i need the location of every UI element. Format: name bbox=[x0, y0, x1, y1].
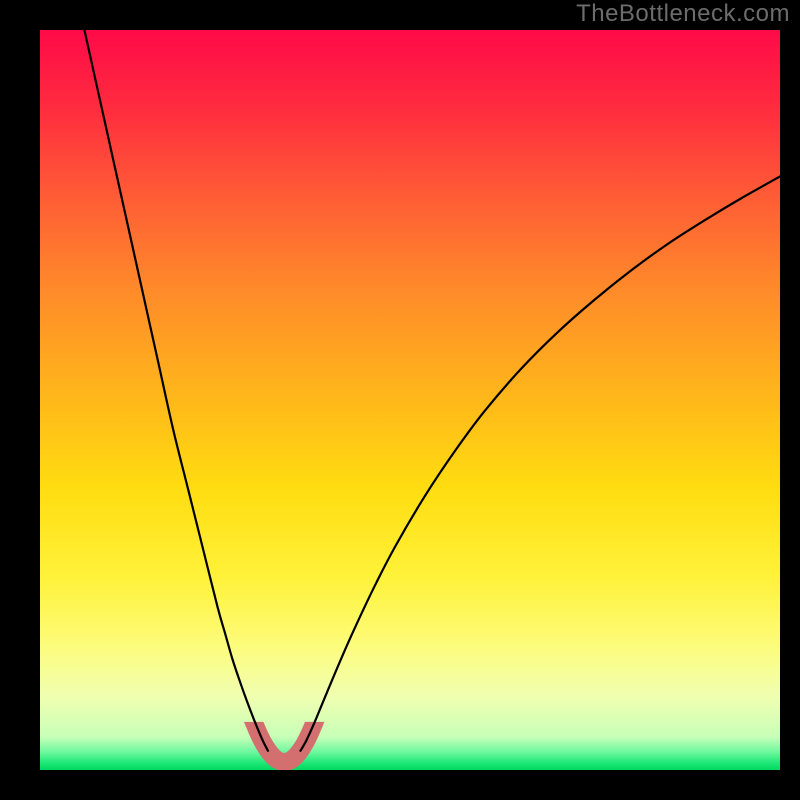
plot-area bbox=[40, 30, 780, 770]
chart-svg bbox=[40, 30, 780, 770]
watermark-text: TheBottleneck.com bbox=[576, 0, 790, 28]
chart-container: TheBottleneck.com bbox=[0, 0, 800, 800]
plot-background bbox=[40, 30, 780, 770]
